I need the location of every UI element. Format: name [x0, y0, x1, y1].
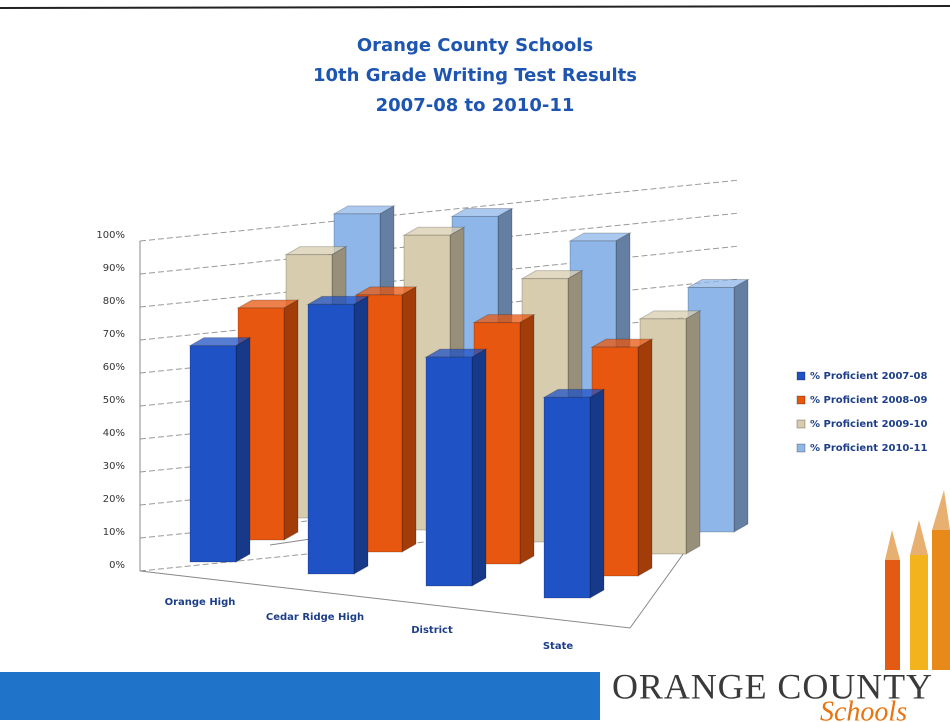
- bar-front: [189, 345, 237, 563]
- x-tick-label: Cedar Ridge High: [266, 612, 364, 623]
- legend-label: % Proficient 2007-08: [810, 371, 928, 382]
- x-tick-label: State: [543, 641, 574, 652]
- legend-swatch: [796, 395, 806, 405]
- bar: [188, 336, 252, 563]
- bar-side: [589, 388, 605, 599]
- y-tick-label: 10%: [103, 527, 125, 538]
- bar-side: [519, 313, 535, 565]
- bar: [424, 348, 488, 587]
- chart-title-line: Orange County Schools: [357, 35, 593, 56]
- bar-side: [235, 336, 251, 563]
- y-tick-label: 100%: [96, 230, 125, 241]
- bar: [542, 388, 606, 599]
- bar-front: [307, 303, 355, 575]
- grid-line: [139, 179, 741, 242]
- pencils: [885, 490, 950, 670]
- x-tick-label: Orange High: [165, 597, 236, 608]
- y-tick-label: 20%: [103, 494, 125, 505]
- logo-tagline: Schools: [820, 696, 907, 722]
- legend-label: % Proficient 2010-11: [810, 443, 928, 454]
- legend-swatch: [796, 371, 806, 381]
- top-border: [0, 5, 950, 9]
- y-tick-label: 50%: [103, 395, 125, 406]
- legend-swatch: [796, 419, 806, 429]
- y-tick-label: 40%: [103, 428, 125, 439]
- y-tick-label: 60%: [103, 362, 125, 373]
- y-tick-label: 90%: [103, 263, 125, 274]
- bar-side: [401, 286, 417, 553]
- bar-side: [685, 310, 701, 555]
- bar: [306, 295, 370, 575]
- logo-name: ORANGE COUNTY: [612, 666, 932, 706]
- y-tick-label: 0%: [109, 560, 125, 571]
- bar-side: [353, 295, 369, 575]
- y-tick-label: 80%: [103, 296, 125, 307]
- legend-label: % Proficient 2009-10: [810, 419, 928, 430]
- bar-front: [543, 396, 591, 599]
- y-tick-label: 70%: [103, 329, 125, 340]
- y-tick-label: 30%: [103, 461, 125, 472]
- bar-side: [733, 278, 749, 533]
- bar-side: [283, 299, 299, 541]
- bar-side: [637, 338, 653, 577]
- legend-label: % Proficient 2008-09: [810, 395, 928, 406]
- legend-swatch: [796, 443, 806, 453]
- chart: 0% 10% 20% 30% 40% 50% 60% 70% 80% 90% 100% Orange …: [96, 179, 928, 652]
- bar-side: [471, 348, 487, 587]
- bar-front: [425, 356, 473, 587]
- footer-band: [0, 672, 600, 720]
- chart-title-line: 2007-08 to 2010-11: [376, 95, 575, 116]
- chart-title-line: 10th Grade Writing Test Results: [313, 65, 637, 86]
- x-tick-label: District: [411, 625, 453, 636]
